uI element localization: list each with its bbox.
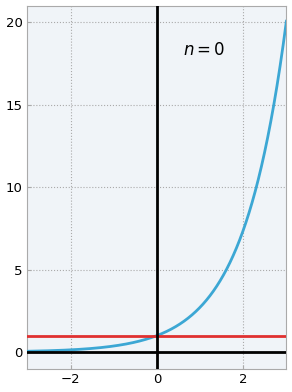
Text: $\mathit{n}{=}0$: $\mathit{n}{=}0$	[183, 42, 225, 59]
